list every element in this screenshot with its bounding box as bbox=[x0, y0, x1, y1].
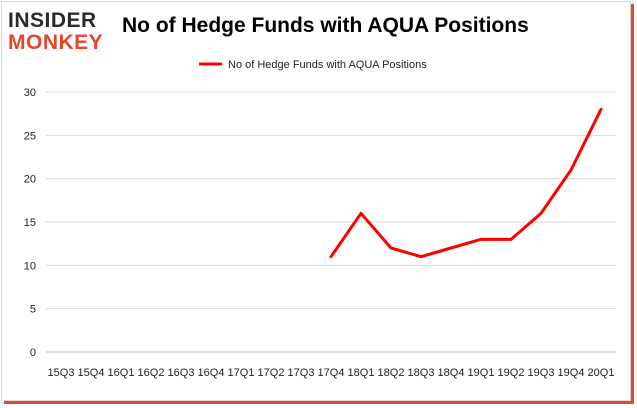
chart-frame bbox=[1, 1, 631, 401]
x-tick-label: 16Q1 bbox=[108, 367, 135, 379]
x-tick-label: 18Q2 bbox=[378, 367, 405, 379]
x-tick-label: 17Q4 bbox=[318, 367, 345, 379]
x-tick-label: 16Q2 bbox=[138, 367, 165, 379]
series-line bbox=[329, 107, 603, 259]
y-tick-label: 0 bbox=[30, 347, 36, 359]
x-tick-label: 18Q4 bbox=[438, 367, 465, 379]
chart-title: No of Hedge Funds with AQUA Positions bbox=[122, 14, 529, 37]
x-tick-label: 20Q1 bbox=[588, 367, 615, 379]
x-tick-label: 19Q4 bbox=[558, 367, 585, 379]
y-tick-label: 20 bbox=[24, 174, 36, 186]
legend: No of Hedge Funds with AQUA Positions bbox=[199, 59, 427, 71]
x-tick-label: 19Q1 bbox=[468, 367, 495, 379]
grid-lines bbox=[46, 91, 616, 353]
x-tick-label: 17Q2 bbox=[258, 367, 285, 379]
y-tick-label: 30 bbox=[24, 87, 36, 99]
x-tick-label: 19Q2 bbox=[498, 367, 525, 379]
x-tick-label: 16Q4 bbox=[198, 367, 225, 379]
x-tick-label: 15Q4 bbox=[78, 367, 105, 379]
x-tick-label: 15Q3 bbox=[48, 367, 75, 379]
logo-line1: INSIDER bbox=[8, 9, 97, 32]
x-tick-label: 19Q3 bbox=[528, 367, 555, 379]
y-axis-ticks: 0 5 10 15 20 25 30 bbox=[24, 87, 36, 359]
legend-label: No of Hedge Funds with AQUA Positions bbox=[228, 59, 427, 71]
y-tick-label: 5 bbox=[30, 304, 36, 316]
x-tick-label: 17Q3 bbox=[288, 367, 315, 379]
series-layer bbox=[329, 107, 603, 259]
insider-monkey-logo: INSIDER MONKEY bbox=[8, 8, 118, 54]
logo-line2: MONKEY bbox=[8, 31, 104, 54]
y-tick-label: 10 bbox=[24, 260, 36, 272]
y-tick-label: 15 bbox=[24, 217, 36, 229]
x-axis-ticks: 15Q3 15Q4 16Q1 16Q2 16Q3 16Q4 17Q1 17Q2 17Q3 17Q4… bbox=[48, 367, 615, 379]
x-tick-label: 18Q1 bbox=[348, 367, 375, 379]
x-tick-label: 16Q3 bbox=[168, 367, 195, 379]
x-tick-label: 18Q3 bbox=[408, 367, 435, 379]
y-tick-label: 25 bbox=[24, 130, 36, 142]
x-tick-label: 17Q1 bbox=[228, 367, 255, 379]
